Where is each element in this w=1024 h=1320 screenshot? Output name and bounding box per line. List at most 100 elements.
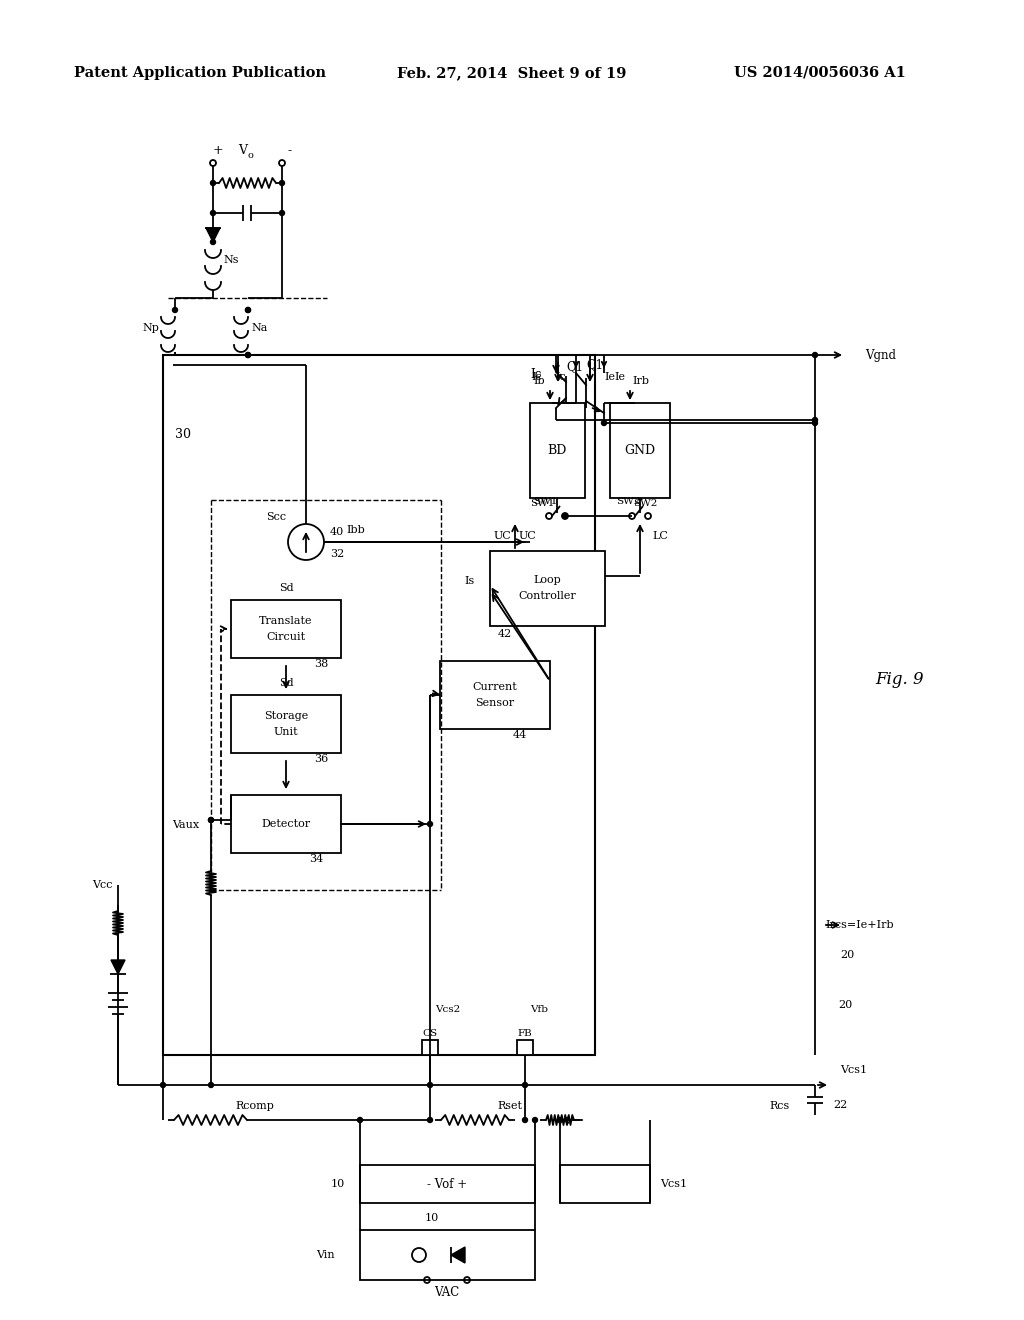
Bar — [231, 696, 341, 752]
Text: Vaux: Vaux — [172, 820, 199, 830]
Text: Rset: Rset — [498, 1101, 522, 1111]
Circle shape — [522, 1082, 527, 1088]
Text: Loop: Loop — [534, 576, 561, 585]
Circle shape — [532, 1118, 538, 1122]
Text: 44: 44 — [513, 730, 527, 741]
Polygon shape — [111, 960, 125, 974]
Bar — [360, 1166, 535, 1203]
Polygon shape — [451, 1247, 465, 1263]
Text: Patent Application Publication: Patent Application Publication — [74, 66, 326, 81]
Bar — [530, 403, 585, 498]
Circle shape — [280, 210, 285, 215]
Text: Vfb: Vfb — [530, 1006, 548, 1015]
Text: UC: UC — [494, 531, 511, 541]
Text: Ic: Ic — [555, 372, 566, 381]
Text: Controller: Controller — [518, 591, 575, 601]
Text: Feb. 27, 2014  Sheet 9 of 19: Feb. 27, 2014 Sheet 9 of 19 — [397, 66, 627, 81]
Circle shape — [280, 181, 285, 186]
Circle shape — [209, 817, 213, 822]
Circle shape — [246, 308, 251, 313]
Text: Sd: Sd — [279, 678, 293, 688]
Text: 30: 30 — [175, 429, 191, 441]
Text: SW2: SW2 — [633, 499, 657, 508]
Text: SW2: SW2 — [615, 498, 640, 507]
Text: -: - — [287, 144, 291, 157]
Text: LC: LC — [652, 531, 668, 541]
Text: Circuit: Circuit — [266, 632, 305, 642]
Circle shape — [554, 417, 558, 422]
Text: o: o — [248, 150, 254, 160]
Text: Vcs1: Vcs1 — [840, 1065, 867, 1074]
Circle shape — [562, 513, 567, 519]
Text: Storage: Storage — [264, 711, 308, 721]
Text: FB: FB — [517, 1028, 532, 1038]
Text: Translate: Translate — [259, 616, 312, 626]
Circle shape — [246, 352, 251, 358]
Text: +: + — [213, 144, 223, 157]
Text: 42: 42 — [498, 630, 512, 639]
Circle shape — [246, 352, 251, 358]
Text: Ns: Ns — [223, 255, 239, 265]
Text: SW1: SW1 — [532, 498, 557, 507]
Text: 20: 20 — [840, 950, 854, 960]
Circle shape — [812, 352, 817, 358]
Text: CS: CS — [423, 1028, 437, 1038]
Text: Na: Na — [251, 323, 267, 333]
Text: 32: 32 — [330, 549, 344, 558]
Circle shape — [557, 1118, 562, 1122]
Text: Is: Is — [465, 576, 475, 586]
Text: Detector: Detector — [261, 818, 310, 829]
Text: Irb: Irb — [632, 376, 649, 385]
Text: Vin: Vin — [316, 1250, 335, 1261]
Bar — [440, 661, 550, 729]
Text: V: V — [238, 144, 247, 157]
Text: 10: 10 — [425, 1213, 439, 1224]
Bar — [610, 403, 670, 498]
Text: Sd: Sd — [279, 583, 293, 593]
Circle shape — [211, 239, 215, 244]
Bar — [231, 795, 341, 853]
Circle shape — [209, 1082, 213, 1088]
Bar — [490, 550, 605, 626]
Text: Vcs2: Vcs2 — [435, 1006, 460, 1015]
Text: 40: 40 — [330, 527, 344, 537]
Text: Fig. 9: Fig. 9 — [876, 672, 925, 689]
Circle shape — [427, 821, 432, 826]
Circle shape — [246, 308, 251, 313]
Text: Q1: Q1 — [587, 359, 603, 371]
Text: US 2014/0056036 A1: US 2014/0056036 A1 — [734, 66, 906, 81]
Text: Ie: Ie — [604, 372, 615, 381]
Text: VAC: VAC — [434, 1286, 460, 1299]
Text: Current: Current — [473, 682, 517, 692]
Text: Ibb: Ibb — [347, 525, 366, 535]
Circle shape — [812, 421, 817, 425]
Circle shape — [211, 210, 215, 215]
Text: Scc: Scc — [266, 512, 286, 521]
Bar — [163, 355, 595, 1055]
Circle shape — [209, 817, 213, 822]
Text: Vcs1: Vcs1 — [660, 1179, 687, 1189]
Polygon shape — [206, 228, 220, 242]
Text: Rcomp: Rcomp — [236, 1101, 274, 1111]
Text: Ircs=Ie+Irb: Ircs=Ie+Irb — [825, 920, 894, 931]
Bar — [231, 601, 341, 657]
Text: 38: 38 — [314, 659, 328, 669]
Circle shape — [522, 1118, 527, 1122]
Circle shape — [601, 421, 606, 425]
Circle shape — [172, 308, 177, 313]
Circle shape — [812, 417, 817, 422]
Text: 10: 10 — [331, 1179, 345, 1189]
Text: Vcc: Vcc — [92, 880, 113, 890]
Circle shape — [161, 1082, 166, 1088]
Circle shape — [427, 1118, 432, 1122]
Bar — [422, 1040, 438, 1055]
Text: 36: 36 — [314, 754, 328, 764]
Text: Ic: Ic — [531, 372, 542, 381]
Text: Sensor: Sensor — [475, 698, 515, 708]
Circle shape — [427, 1082, 432, 1088]
Text: 34: 34 — [309, 854, 324, 865]
Text: UC: UC — [518, 531, 536, 541]
Text: Ie: Ie — [614, 372, 625, 381]
Circle shape — [357, 1118, 362, 1122]
Text: Vgnd: Vgnd — [865, 348, 896, 362]
